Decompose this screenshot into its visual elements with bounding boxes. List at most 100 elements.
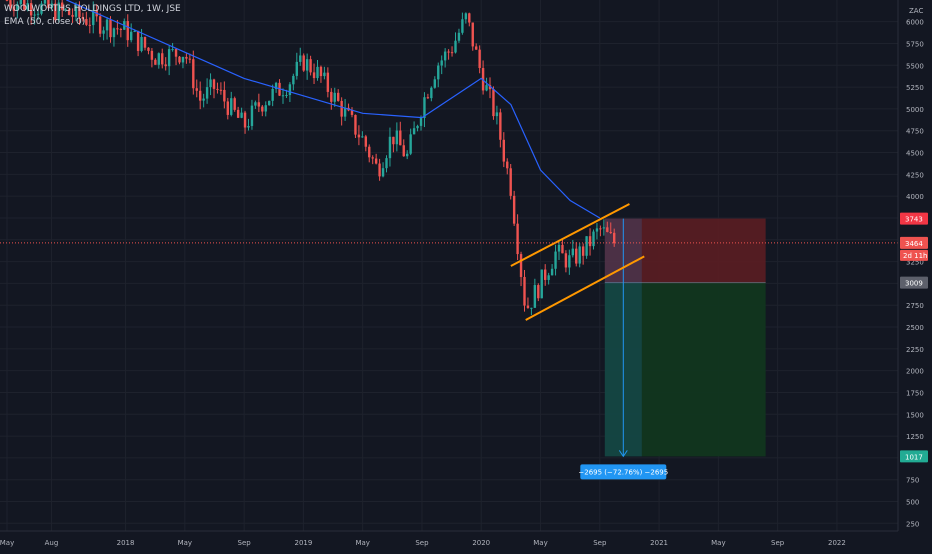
candle-down — [71, 14, 74, 17]
candle-up — [105, 19, 109, 31]
candle-up — [26, 3, 29, 10]
candle-up — [295, 61, 298, 76]
candle-down — [136, 30, 140, 51]
stop-loss-zone — [604, 218, 766, 283]
candle-up — [454, 40, 457, 53]
candle-up — [57, 2, 60, 21]
candle-down — [174, 49, 178, 57]
candle-down — [88, 24, 91, 26]
candle-down — [147, 47, 150, 51]
candle-down — [185, 56, 188, 59]
price-label-box — [900, 212, 928, 225]
candle-up — [595, 228, 599, 232]
y-tick-label: 4750 — [906, 128, 924, 136]
candle-up — [268, 100, 271, 106]
candle-down — [537, 285, 540, 299]
x-tick-label: May — [0, 539, 14, 547]
candle-down — [161, 53, 164, 65]
symbol-title[interactable]: WOOLWORTHS HOLDINGS LTD, 1W, JSE — [4, 4, 181, 14]
candle-down — [368, 146, 371, 158]
candle-down — [337, 92, 340, 101]
candle-down — [399, 130, 402, 146]
candle-down — [12, 6, 16, 11]
x-tick-label: Sep — [593, 539, 607, 547]
candle-up — [140, 37, 143, 51]
x-tick-label: May — [711, 539, 725, 547]
candle-down — [526, 305, 530, 308]
candle-down — [257, 102, 261, 107]
countdown-label: 2d 11h — [903, 252, 927, 260]
candle-up — [271, 88, 274, 101]
candle-up — [395, 130, 399, 145]
x-tick-label: 2021 — [650, 539, 668, 547]
candle-down — [340, 100, 343, 117]
measure-arrow-head — [618, 450, 628, 458]
y-tick-label: 250 — [906, 520, 919, 528]
candle-up — [36, 13, 40, 15]
x-tick-label: 2019 — [294, 539, 312, 547]
candle-up — [533, 285, 537, 308]
candle-up — [274, 82, 278, 89]
candle-up — [530, 307, 533, 309]
candle-down — [447, 51, 450, 53]
candle-up — [209, 79, 212, 88]
candle-down — [98, 16, 102, 34]
candle-down — [226, 101, 229, 115]
candle-up — [547, 275, 550, 280]
candle-down — [67, 9, 71, 15]
ema-legend[interactable]: EMA (50, close, 0) — [4, 17, 86, 27]
candle-down — [126, 21, 129, 41]
y-tick-label: 3250 — [906, 259, 924, 267]
y-tick-label: 1250 — [906, 433, 924, 441]
candle-down — [499, 112, 502, 140]
price-label-box — [900, 450, 928, 463]
y-tick-label: 4000 — [906, 193, 924, 201]
candle-down — [354, 114, 357, 135]
x-tick-label: Sep — [771, 539, 785, 547]
candle-up — [409, 134, 412, 154]
candle-up — [323, 72, 326, 77]
candle-up — [288, 84, 292, 95]
candle-down — [378, 163, 381, 177]
candle-up — [247, 125, 250, 128]
y-tick-label: 5000 — [906, 106, 924, 114]
candle-down — [488, 85, 492, 90]
candle-up — [568, 255, 571, 268]
candle-up — [102, 30, 105, 34]
candle-up — [381, 168, 385, 177]
y-tick-label: 1750 — [906, 389, 924, 397]
candle-down — [502, 139, 505, 162]
candle-up — [130, 31, 133, 41]
candle-up — [550, 268, 554, 276]
candle-up — [74, 5, 78, 17]
candle-down — [150, 50, 154, 60]
candle-up — [602, 227, 606, 229]
candle-up — [495, 112, 499, 117]
x-tick-label: May — [178, 539, 192, 547]
candle-up — [43, 0, 47, 4]
candle-up — [240, 112, 243, 118]
x-tick-label: Aug — [45, 539, 59, 547]
x-tick-label: 2020 — [472, 539, 490, 547]
candle-up — [540, 269, 543, 299]
candle-down — [512, 195, 516, 224]
candle-down — [350, 110, 354, 115]
candle-down — [468, 13, 471, 23]
candle-down — [219, 89, 223, 91]
candle-down — [143, 37, 147, 48]
candle-down — [78, 5, 81, 17]
y-tick-label: 4250 — [906, 171, 924, 179]
candle-up — [205, 87, 209, 99]
y-tick-label: 2500 — [906, 324, 924, 332]
measure-badge — [580, 464, 667, 480]
candle-up — [16, 4, 19, 11]
candle-down — [371, 157, 374, 159]
candle-up — [64, 9, 67, 11]
candle-up — [285, 94, 288, 96]
candle-up — [440, 60, 443, 66]
price-label-box — [900, 276, 928, 289]
candle-up — [571, 248, 574, 256]
candle-down — [309, 59, 312, 73]
